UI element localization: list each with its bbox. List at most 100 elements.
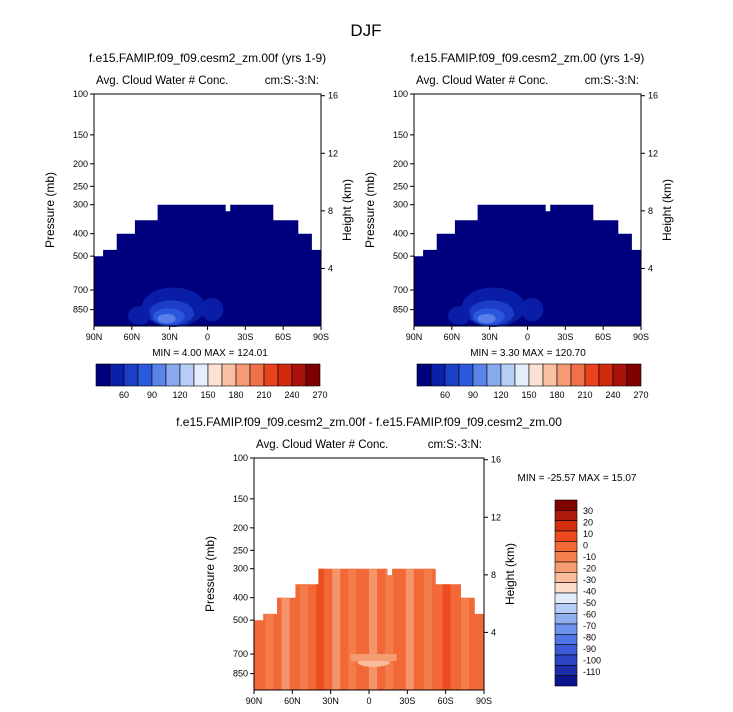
pressure-tick-label: 850 <box>233 669 248 679</box>
panel-title: f.e15.FAMIP.f09_f09.cesm2_zm.00 (yrs 1-9… <box>411 51 645 65</box>
pressure-tick-label: 200 <box>233 523 248 533</box>
colorbar-label: 240 <box>284 390 299 400</box>
colorbar-box-3 <box>123 363 139 387</box>
pressure-tick-label: 100 <box>393 89 408 99</box>
left-subtitle: Avg. Cloud Water # Conc. <box>256 439 388 451</box>
pressure-tick-label: 400 <box>393 229 408 239</box>
pressure-tick-label: 400 <box>233 593 248 603</box>
colorbar-box-10 <box>554 592 578 604</box>
colorbar-box-8 <box>193 363 209 387</box>
lat-tick-label: 90N <box>246 696 263 706</box>
colorbar-label: 0 <box>583 541 588 551</box>
pressure-tick-label: 100 <box>233 453 248 463</box>
lat-tick-label: 60N <box>284 696 301 706</box>
lat-tick-label: 90S <box>313 332 329 342</box>
streak-9 <box>405 568 414 690</box>
chart-panel-3: f.e15.FAMIP.f09_f09.cesm2_zm.00f - f.e15… <box>176 415 637 706</box>
lat-tick-label: 60S <box>595 332 611 342</box>
chart-panel-1: f.e15.FAMIP.f09_f09.cesm2_zm.00f (yrs 1-… <box>43 51 354 400</box>
colorbar-box-2 <box>109 363 125 387</box>
pressure-tick-label: 100 <box>73 89 88 99</box>
colorbar-box-6 <box>554 551 578 563</box>
pressure-tick-label: 200 <box>73 159 88 169</box>
streak-5 <box>332 568 341 690</box>
pressure-tick-label: 300 <box>393 200 408 210</box>
colorbar-label: 60 <box>119 390 129 400</box>
contour-blob-6 <box>128 306 151 325</box>
lat-tick-label: 90N <box>406 332 423 342</box>
colorbar-label: 240 <box>605 390 620 400</box>
pressure-tick-label: 500 <box>393 251 408 261</box>
min-max-stats: MIN = 4.00 MAX = 124.01 <box>152 348 268 359</box>
streak-4 <box>316 568 325 690</box>
colorbar-box-3 <box>444 363 460 387</box>
chart-panel-2: f.e15.FAMIP.f09_f09.cesm2_zm.00 (yrs 1-9… <box>363 51 674 400</box>
colorbar-label: 20 <box>583 518 593 528</box>
pressure-tick-label: 400 <box>73 229 88 239</box>
lat-tick-label: 30S <box>399 696 415 706</box>
colorbar-label: 150 <box>521 390 536 400</box>
colorbar-box-16 <box>554 654 578 666</box>
colorbar-box-7 <box>554 561 578 573</box>
pressure-tick-label: 500 <box>73 251 88 261</box>
streak-11 <box>442 568 451 690</box>
colorbar-label: -60 <box>583 610 596 620</box>
height-tick-label: 12 <box>328 148 338 158</box>
y-axis-label: Pressure (mb) <box>43 172 57 248</box>
colorbar-box-11 <box>554 603 578 614</box>
colorbar-label: -90 <box>583 644 596 654</box>
colorbar: 60 90 120 150 180 210 240 270 <box>416 363 649 400</box>
colorbar-box-13 <box>263 363 279 387</box>
colorbar-box-5 <box>554 541 578 552</box>
right-subtitle: cm:S:-3:N: <box>428 439 482 451</box>
lat-tick-label: 0 <box>525 332 530 342</box>
lat-tick-label: 0 <box>366 696 371 706</box>
y2-axis-label: Height (km) <box>660 179 674 241</box>
colorbar-label: 10 <box>583 529 593 539</box>
colorbar-box-15 <box>291 363 307 387</box>
pressure-tick-label: 200 <box>393 159 408 169</box>
height-tick-label: 4 <box>491 627 496 637</box>
colorbar-box-16 <box>305 363 321 387</box>
right-subtitle: cm:S:-3:N: <box>265 75 319 87</box>
colorbar-box-13 <box>554 623 578 635</box>
lat-tick-label: 30N <box>161 332 178 342</box>
lat-tick-label: 90S <box>633 332 649 342</box>
colorbar-box-4 <box>458 363 474 387</box>
colorbar-box-4 <box>554 530 578 542</box>
colorbar-box-7 <box>500 363 516 387</box>
lat-tick-label: 60S <box>438 696 454 706</box>
height-tick-label: 12 <box>648 148 658 158</box>
colorbar-label: 150 <box>200 390 215 400</box>
colorbar-box-14 <box>277 363 293 387</box>
streak-7 <box>369 568 378 690</box>
colorbar-box-13 <box>584 363 600 387</box>
lat-tick-label: 30N <box>481 332 498 342</box>
left-subtitle: Avg. Cloud Water # Conc. <box>416 75 548 87</box>
colorbar-box-1 <box>554 499 578 511</box>
colorbar-box-2 <box>554 510 578 521</box>
height-tick-label: 4 <box>328 263 333 273</box>
colorbar-box-9 <box>207 363 223 387</box>
edge-strip <box>637 267 641 326</box>
pressure-tick-label: 150 <box>393 130 408 140</box>
colorbar-label: -40 <box>583 587 596 597</box>
contour-blob-4 <box>477 314 496 324</box>
colorbar-label: 90 <box>468 390 478 400</box>
colorbar-box-16 <box>626 363 642 387</box>
colorbar-box-6 <box>486 363 502 387</box>
height-tick-label: 8 <box>648 206 653 216</box>
colorbar-box-15 <box>554 644 578 656</box>
min-max-stats: MIN = -25.57 MAX = 15.07 <box>518 473 637 484</box>
colorbar-label: 120 <box>172 390 187 400</box>
height-tick-label: 4 <box>648 263 653 273</box>
colorbar-box-2 <box>430 363 446 387</box>
pressure-tick-label: 700 <box>393 285 408 295</box>
panel-title: f.e15.FAMIP.f09_f09.cesm2_zm.00f (yrs 1-… <box>89 51 326 65</box>
contour-blob-5 <box>520 298 544 322</box>
figure-title: DJF <box>350 21 381 40</box>
colorbar-box-5 <box>151 363 167 387</box>
colorbar-box-6 <box>165 363 181 387</box>
colorbar-box-10 <box>221 363 237 387</box>
